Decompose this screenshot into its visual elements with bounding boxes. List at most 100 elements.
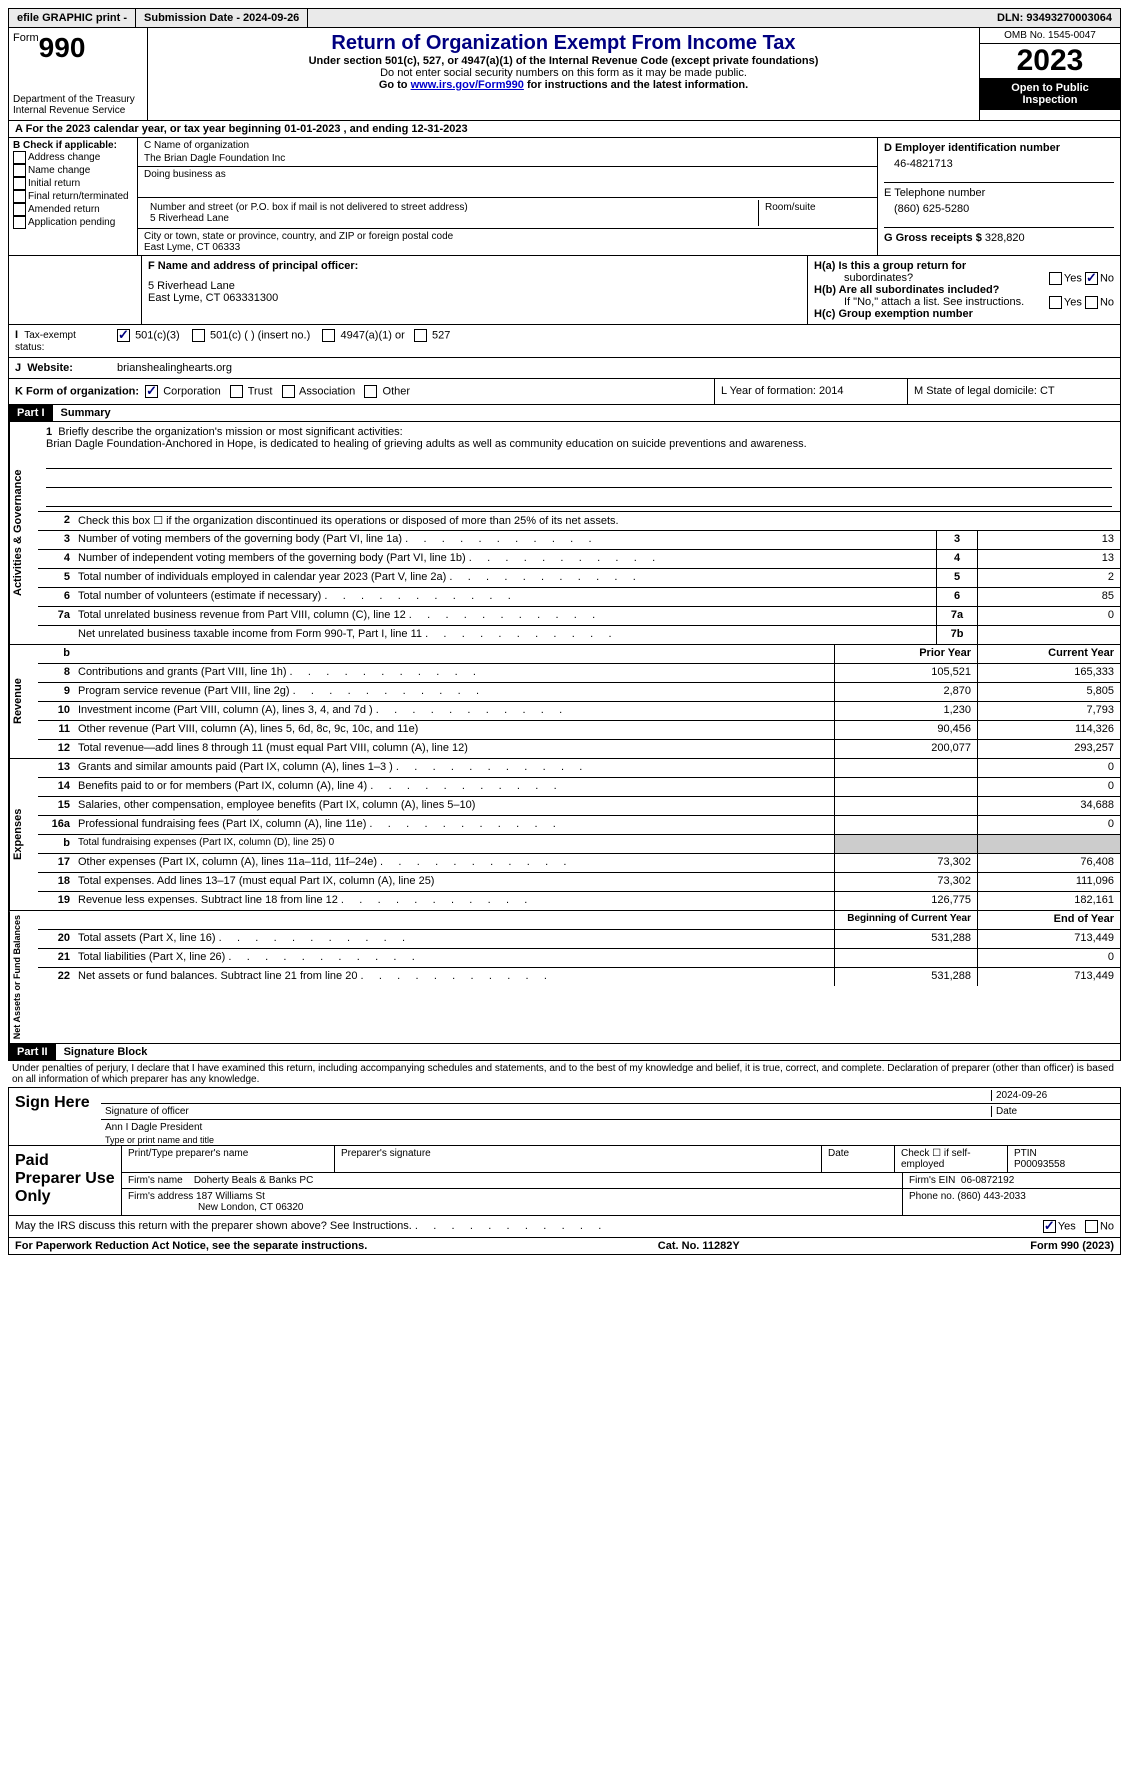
- sign-date: 2024-09-26: [991, 1090, 1116, 1101]
- discuss-no-chk[interactable]: [1085, 1220, 1098, 1233]
- dba-label: Doing business as: [144, 169, 871, 180]
- firm-ein: 06-0872192: [961, 1175, 1014, 1186]
- chk-4947[interactable]: [322, 329, 335, 342]
- form-number: 990: [39, 32, 86, 63]
- hb-yes-chk[interactable]: [1049, 296, 1062, 309]
- row-klm: K Form of organization: Corporation Trus…: [8, 379, 1121, 405]
- org-name-cell: C Name of organization The Brian Dagle F…: [138, 138, 877, 167]
- line-19: 19Revenue less expenses. Subtract line 1…: [38, 892, 1120, 910]
- side-gov: Activities & Governance: [9, 422, 38, 644]
- firm-phone-label: Phone no.: [909, 1191, 955, 1202]
- chk-501c3[interactable]: [117, 329, 130, 342]
- line-13: 13Grants and similar amounts paid (Part …: [38, 759, 1120, 778]
- f-addr1: 5 Riverhead Lane: [148, 280, 801, 292]
- line-2: 2 Check this box ☐ if the organization d…: [38, 512, 1120, 531]
- room-label: Room/suite: [759, 200, 871, 226]
- header-left: Form990 Department of the Treasury Inter…: [9, 28, 148, 120]
- beginning-year-header: Beginning of Current Year: [835, 911, 978, 929]
- end-year-header: End of Year: [978, 911, 1120, 929]
- gross-cell: G Gross receipts $ 328,820: [884, 227, 1114, 244]
- date-label: Date: [991, 1106, 1116, 1117]
- line-21: 21Total liabilities (Part X, line 26)0: [38, 949, 1120, 968]
- hb-row: H(b) Are all subordinates included? Yes …: [814, 284, 1114, 296]
- header-right: OMB No. 1545-0047 2023 Open to Public In…: [979, 28, 1120, 120]
- dba-cell: Doing business as: [138, 167, 877, 198]
- org-name-label: C Name of organization: [144, 140, 871, 151]
- firm-phone: (860) 443-2033: [957, 1191, 1025, 1202]
- line-5: 5 Total number of individuals employed i…: [38, 569, 1120, 588]
- section-revenue: Revenue b Prior Year Current Year 8Contr…: [8, 645, 1121, 759]
- chk-501c[interactable]: [192, 329, 205, 342]
- firm-addr-label: Firm's address: [128, 1191, 193, 1202]
- ein-label: D Employer identification number: [884, 142, 1114, 154]
- uline2: [46, 471, 1112, 488]
- phone-value: (860) 625-5280: [884, 199, 1114, 219]
- part1-header: Part I Summary: [8, 405, 1121, 422]
- part2-title: Signature Block: [56, 1044, 156, 1060]
- city-cell: City or town, state or province, country…: [138, 229, 877, 255]
- line-17: 17Other expenses (Part IX, column (A), l…: [38, 854, 1120, 873]
- irs-link[interactable]: www.irs.gov/Form990: [411, 79, 524, 91]
- chk-trust[interactable]: [230, 385, 243, 398]
- chk-other[interactable]: [364, 385, 377, 398]
- line-7a: 7a Total unrelated business revenue from…: [38, 607, 1120, 626]
- line-9: 9Program service revenue (Part VIII, lin…: [38, 683, 1120, 702]
- line-16a: 16aProfessional fundraising fees (Part I…: [38, 816, 1120, 835]
- box-f: F Name and address of principal officer:…: [142, 256, 808, 324]
- firm-name-label: Firm's name: [128, 1175, 183, 1186]
- chk-amended[interactable]: Amended return: [13, 203, 133, 216]
- top-bar: efile GRAPHIC print - Submission Date - …: [8, 8, 1121, 28]
- line-7b: Net unrelated business taxable income fr…: [38, 626, 1120, 644]
- ha-no-chk[interactable]: [1085, 272, 1098, 285]
- chk-initial[interactable]: Initial return: [13, 177, 133, 190]
- hb-no-chk[interactable]: [1085, 296, 1098, 309]
- rev-header-row: b Prior Year Current Year: [38, 645, 1120, 664]
- omb-number: OMB No. 1545-0047: [980, 28, 1120, 44]
- row-a-period: A For the 2023 calendar year, or tax yea…: [8, 121, 1121, 138]
- declaration: Under penalties of perjury, I declare th…: [8, 1061, 1121, 1087]
- ha-sub: subordinates? Yes No: [814, 272, 1114, 284]
- line-15: 15Salaries, other compensation, employee…: [38, 797, 1120, 816]
- box-m: M State of legal domicile: CT: [908, 379, 1120, 404]
- form-title: Return of Organization Exempt From Incom…: [152, 32, 975, 55]
- uline1: [46, 452, 1112, 469]
- phone-label: E Telephone number: [884, 182, 1114, 199]
- part2-label: Part II: [9, 1044, 56, 1060]
- firm-ein-label: Firm's EIN: [909, 1175, 955, 1186]
- chk-pending[interactable]: Application pending: [13, 216, 133, 229]
- tax-status-options: 501(c)(3) 501(c) ( ) (insert no.) 4947(a…: [111, 325, 1120, 357]
- city-value: East Lyme, CT 06333: [144, 242, 871, 253]
- box-h: H(a) Is this a group return for subordin…: [808, 256, 1120, 324]
- chk-address[interactable]: Address change: [13, 151, 133, 164]
- f-addr2: East Lyme, CT 063331300: [148, 292, 801, 304]
- subtitle-1: Under section 501(c), 527, or 4947(a)(1)…: [152, 55, 975, 67]
- chk-final[interactable]: Final return/terminated: [13, 190, 133, 203]
- i-label: I Tax-exempt status:: [9, 325, 111, 357]
- ha-label: H(a) Is this a group return for: [814, 260, 966, 272]
- form-label: Form: [13, 32, 39, 44]
- chk-name[interactable]: Name change: [13, 164, 133, 177]
- ha-yes-chk[interactable]: [1049, 272, 1062, 285]
- org-name: The Brian Dagle Foundation Inc: [144, 151, 871, 164]
- chk-527[interactable]: [414, 329, 427, 342]
- ha-row: H(a) Is this a group return for: [814, 260, 1114, 272]
- exp-body: 13Grants and similar amounts paid (Part …: [38, 759, 1120, 910]
- discuss-yes-chk[interactable]: [1043, 1220, 1056, 1233]
- chk-corp[interactable]: [145, 385, 158, 398]
- side-exp: Expenses: [9, 759, 38, 910]
- form-header: Form990 Department of the Treasury Inter…: [8, 28, 1121, 121]
- goto-post: for instructions and the latest informat…: [524, 79, 748, 91]
- prep-name-label: Print/Type preparer's name: [122, 1146, 335, 1172]
- section-netassets: Net Assets or Fund Balances Beginning of…: [8, 911, 1121, 1044]
- form-ref: Form 990 (2023): [1030, 1240, 1114, 1252]
- chk-assoc[interactable]: [282, 385, 295, 398]
- mission-block: 1 Briefly describe the organization's mi…: [38, 422, 1120, 512]
- mission-num: 1: [46, 426, 52, 438]
- firm-name-row: Firm's name Doherty Beals & Banks PC Fir…: [122, 1173, 1120, 1189]
- mission-label: Briefly describe the organization's miss…: [58, 426, 402, 438]
- subtitle-2: Do not enter social security numbers on …: [152, 67, 975, 79]
- line-4: 4 Number of independent voting members o…: [38, 550, 1120, 569]
- paid-body: Print/Type preparer's name Preparer's si…: [122, 1146, 1120, 1215]
- sign-here-label: Sign Here: [9, 1088, 101, 1145]
- street-value: 5 Riverhead Lane: [150, 213, 752, 224]
